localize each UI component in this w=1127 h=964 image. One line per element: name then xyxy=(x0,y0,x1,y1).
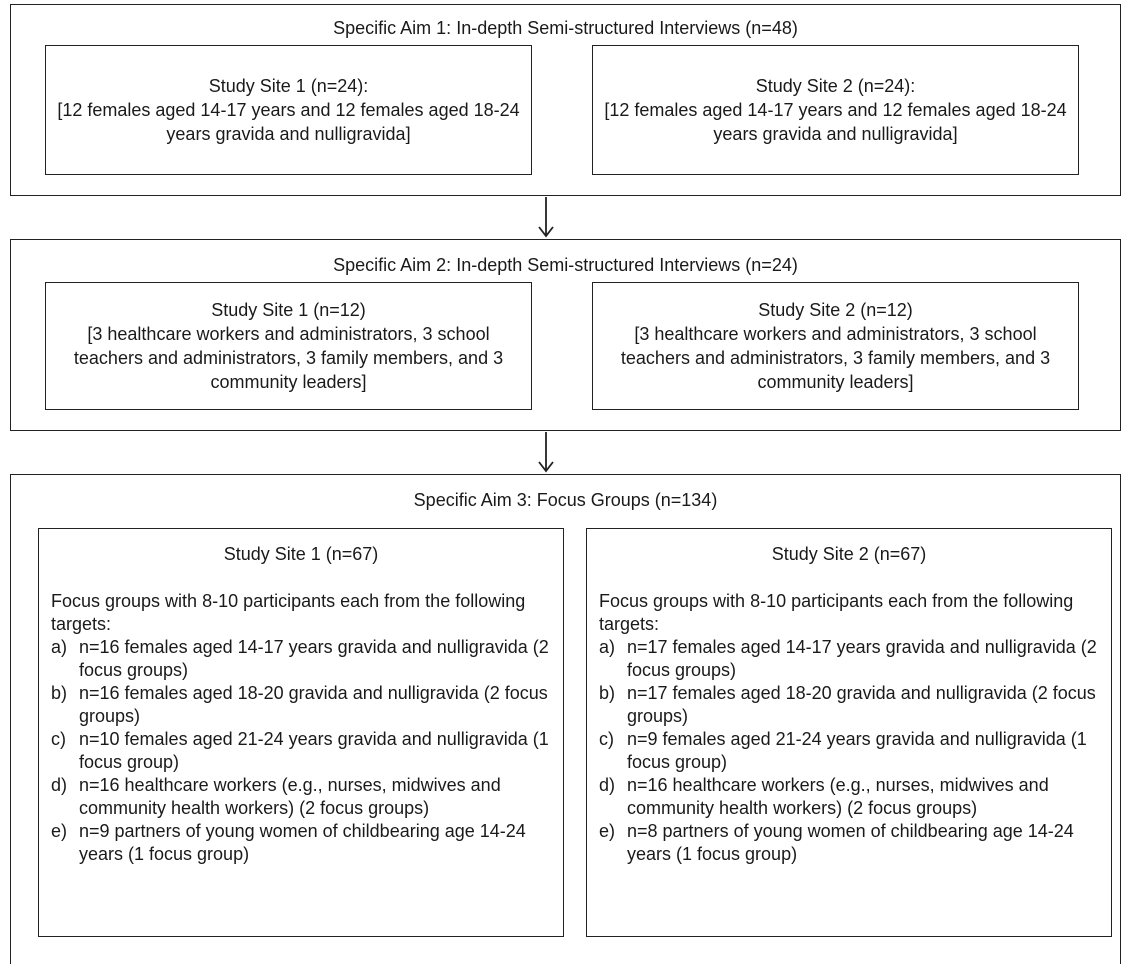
list-item: b) n=16 females aged 18-20 gravida and nu… xyxy=(51,683,548,726)
list-item: c) n=10 females aged 21-24 years gravida … xyxy=(51,729,549,772)
list-item: e) n=8 partners of young women of childbe… xyxy=(599,821,1074,864)
list-item: d) n=16 healthcare workers (e.g., nurses,… xyxy=(51,775,501,818)
list-item: b) n=17 females aged 18-20 gravida and nu… xyxy=(599,683,1096,726)
aim1-site2-body: [12 females aged 14-17 years and 12 fema… xyxy=(604,100,1067,144)
list-item: c) n=9 females aged 21-24 years gravida a… xyxy=(599,729,1087,772)
aim3-site2-intro: Focus groups with 8-10 participants each… xyxy=(599,591,1074,634)
aim3-site2-box: Study Site 2 (n=67) Focus groups with 8-… xyxy=(586,528,1112,937)
aim1-title: Specific Aim 1: In-depth Semi-structured… xyxy=(333,18,798,38)
aim2-site2-box: Study Site 2 (n=12) [3 healthcare worker… xyxy=(592,282,1079,410)
aim1-site1-heading: Study Site 1 (n=24): xyxy=(208,76,369,96)
aim1-site1-body: [12 females aged 14-17 years and 12 fema… xyxy=(57,100,520,144)
aim2-site1-body: [3 healthcare workers and administrators… xyxy=(73,324,504,392)
arrow-aim2-to-aim3 xyxy=(538,432,554,473)
aim3-site1-intro: Focus groups with 8-10 participants each… xyxy=(51,591,526,634)
list-item: a) n=16 females aged 14-17 years gravida … xyxy=(51,637,549,680)
list-item: d) n=16 healthcare workers (e.g., nurses,… xyxy=(599,775,1049,818)
aim2-site2-heading: Study Site 2 (n=12) xyxy=(758,300,913,320)
aim1-site2-box: Study Site 2 (n=24): [12 females aged 14… xyxy=(592,45,1079,175)
aim3-site2-heading: Study Site 2 (n=67) xyxy=(771,544,927,564)
aim3-title: Specific Aim 3: Focus Groups (n=134) xyxy=(413,490,718,510)
aim2-site1-box: Study Site 1 (n=12) [3 healthcare worker… xyxy=(45,282,532,410)
aim3-site1-list: a) n=16 females aged 14-17 years gravida … xyxy=(39,636,563,866)
list-item: e) n=9 partners of young women of childbe… xyxy=(51,821,526,864)
aim1-site1-box: Study Site 1 (n=24): [12 females aged 14… xyxy=(45,45,532,175)
arrow-aim1-to-aim2 xyxy=(538,197,554,238)
aim3-site2-list: a) n=17 females aged 14-17 years gravida … xyxy=(587,636,1111,866)
aim2-site1-heading: Study Site 1 (n=12) xyxy=(211,300,366,320)
aim1-site2-heading: Study Site 2 (n=24): xyxy=(755,76,916,96)
aim3-site1-box: Study Site 1 (n=67) Focus groups with 8-… xyxy=(38,528,564,937)
aim2-title: Specific Aim 2: In-depth Semi-structured… xyxy=(333,255,798,275)
aim2-site2-body: [3 healthcare workers and administrators… xyxy=(620,324,1051,392)
list-item: a) n=17 females aged 14-17 years gravida … xyxy=(599,637,1097,680)
aim3-site1-heading: Study Site 1 (n=67) xyxy=(223,544,379,564)
